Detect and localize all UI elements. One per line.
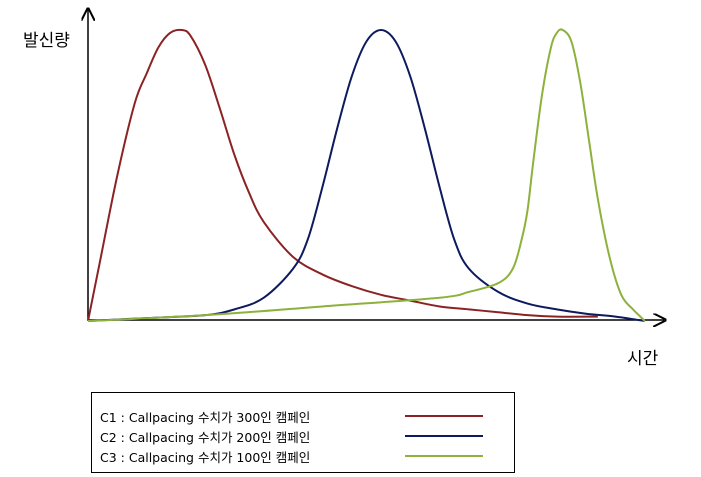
legend-item-c1-label: C1 : Callpacing 수치가 300인 캠페인: [100, 410, 311, 425]
series-line-c1: [87, 28, 598, 322]
y-axis-title: 발신량: [23, 31, 70, 51]
legend-item-c1-swatch: [405, 415, 483, 417]
series-line-c3: [87, 28, 646, 322]
legend-item-c3-label: C3 : Callpacing 수치가 100인 캠페인: [100, 450, 311, 465]
legend-item-c3-swatch: [405, 455, 483, 457]
series-line-c2: [87, 28, 645, 322]
legend: C1 : Callpacing 수치가 300인 캠페인 C2 : Callpa…: [91, 392, 515, 473]
legend-item-c2-label: C2 : Callpacing 수치가 200인 캠페인: [100, 430, 311, 445]
x-axis-title: 시간: [627, 349, 659, 369]
series-layer: [87, 28, 646, 322]
legend-item-c2-swatch: [405, 435, 483, 437]
